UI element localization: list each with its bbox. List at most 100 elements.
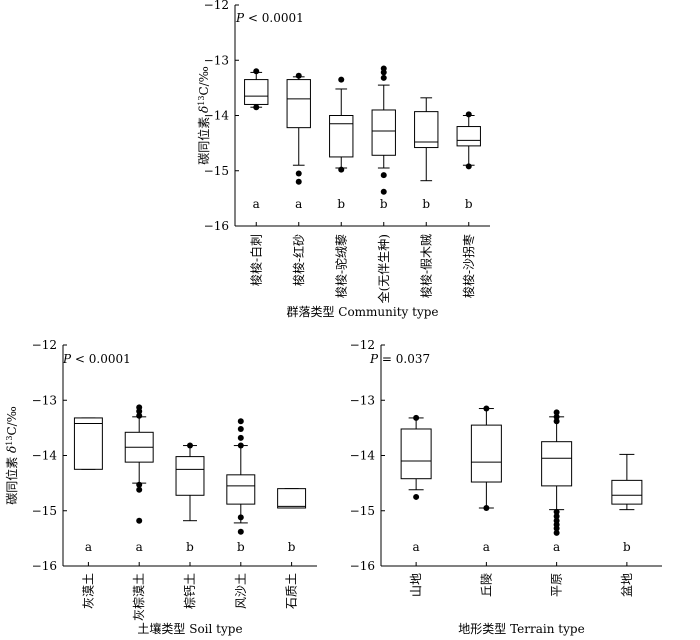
outlier-point (237, 418, 244, 425)
outlier-point (237, 425, 244, 432)
outlier-point (483, 405, 490, 412)
outlier-point (295, 178, 302, 185)
y-tick-label: −12 (204, 0, 229, 12)
significance-letter: b (186, 540, 194, 554)
x-axis-title: 土壤类型 Soil type (137, 621, 242, 636)
box-group-6: b (456, 111, 481, 211)
box-iqr (611, 479, 643, 505)
box-group-4: b (611, 453, 643, 554)
outlier-point (553, 418, 560, 425)
outlier-point (295, 72, 302, 79)
outlier-point (380, 74, 387, 81)
box-group-3: b (329, 76, 354, 211)
category-label: 梭梭-红砂 (291, 234, 306, 286)
box-iqr (414, 111, 439, 149)
outlier-point (136, 481, 143, 488)
outlier-point (380, 188, 387, 195)
outlier-point (380, 172, 387, 179)
outlier-point (338, 76, 345, 83)
outlier-point (553, 413, 560, 420)
outlier-point (136, 517, 143, 524)
significance-letter: b (337, 197, 345, 211)
outlier-point (136, 408, 143, 415)
box-iqr (73, 417, 103, 470)
box-group-4: b (371, 65, 396, 211)
significance-letter: a (413, 540, 420, 554)
outlier-point (253, 68, 260, 75)
category-label: 梭梭-驼绒藜 (333, 234, 348, 298)
y-tick-label: −15 (32, 504, 57, 518)
category-label: 灰棕漠土 (131, 573, 146, 621)
box-iqr (329, 115, 354, 158)
box-group-1: a (244, 68, 269, 211)
outlier-point (553, 513, 560, 520)
outlier-point (187, 442, 193, 449)
box-group-5: b (414, 97, 439, 211)
y-axis-title: 碳同位素 δ13C/‰ (4, 406, 19, 505)
outlier-point (136, 486, 143, 493)
p-value-label: P = 0.037 (369, 352, 430, 366)
box-iqr (244, 79, 269, 105)
category-label: 梭梭-沙拐枣 (461, 234, 476, 298)
category-label: 平原 (550, 573, 564, 597)
y-axis-title: 碳同位素 δ13C/‰ (196, 66, 211, 165)
box-group-4: b (226, 418, 256, 554)
box-group-5: b (277, 488, 307, 554)
y-tick-label: −13 (32, 393, 57, 407)
box-iqr (371, 109, 396, 156)
box-group-2: a (286, 72, 311, 211)
p-value-label: P < 0.0001 (235, 11, 304, 25)
category-label: 灰漠土 (81, 573, 95, 609)
outlier-point (553, 409, 560, 416)
box-group-2: a (470, 405, 502, 554)
significance-letter: a (295, 197, 302, 211)
significance-letter: a (253, 197, 260, 211)
significance-letter: b (465, 197, 473, 211)
box-iqr (277, 488, 307, 509)
box-iqr (541, 441, 573, 487)
outlier-point (237, 528, 244, 535)
y-tick-label: −15 (204, 164, 229, 178)
significance-letter: a (483, 540, 490, 554)
y-tick-label: −16 (32, 559, 57, 573)
y-tick-label: −14 (32, 449, 58, 463)
category-label: 风沙土 (234, 573, 248, 609)
box-iqr (226, 474, 256, 505)
y-tick-label: −14 (350, 449, 376, 463)
box-iqr (286, 79, 311, 129)
significance-letter: a (136, 540, 143, 554)
category-label: 丘陵 (479, 573, 493, 597)
outlier-point (553, 529, 560, 536)
y-tick-label: −15 (350, 504, 375, 518)
outlier-point (295, 170, 302, 177)
outlier-point (553, 525, 560, 532)
outlier-point (237, 434, 244, 441)
y-tick-label: −16 (204, 219, 229, 233)
box-group-2: a (124, 404, 154, 554)
box-group-1: a (73, 417, 103, 554)
significance-letter: b (623, 540, 631, 554)
y-tick-label: −14 (204, 109, 230, 123)
soil-type-panel: −12 −13 −14 −15 −16 P < 0.0001 碳同位素 δ13C/‰ a a b b… (4, 338, 317, 636)
category-label: 山地 (409, 573, 423, 597)
outlier-point (553, 508, 560, 515)
outlier-point (483, 504, 490, 511)
outlier-point (413, 414, 420, 421)
outlier-point (237, 442, 244, 449)
outlier-point (380, 69, 387, 76)
box-iqr (456, 126, 481, 147)
significance-letter: b (237, 540, 245, 554)
outlier-point (413, 493, 420, 500)
p-value-label: P < 0.0001 (62, 352, 131, 366)
community-type-panel: −12 −13 −14 −15 −16 P < 0.0001 碳同位素 δ13C/‰ a a b b… (196, 0, 490, 319)
significance-letter: b (288, 540, 296, 554)
box-iqr (470, 424, 502, 483)
y-tick-label: −12 (350, 338, 375, 352)
significance-letter: b (380, 197, 388, 211)
outlier-point (253, 104, 260, 111)
box-iqr (400, 428, 432, 480)
x-axis-title: 地形类型 Terrain type (458, 622, 584, 636)
y-tick-label: −12 (32, 338, 57, 352)
category-label: 梭梭-白刺 (248, 234, 263, 286)
